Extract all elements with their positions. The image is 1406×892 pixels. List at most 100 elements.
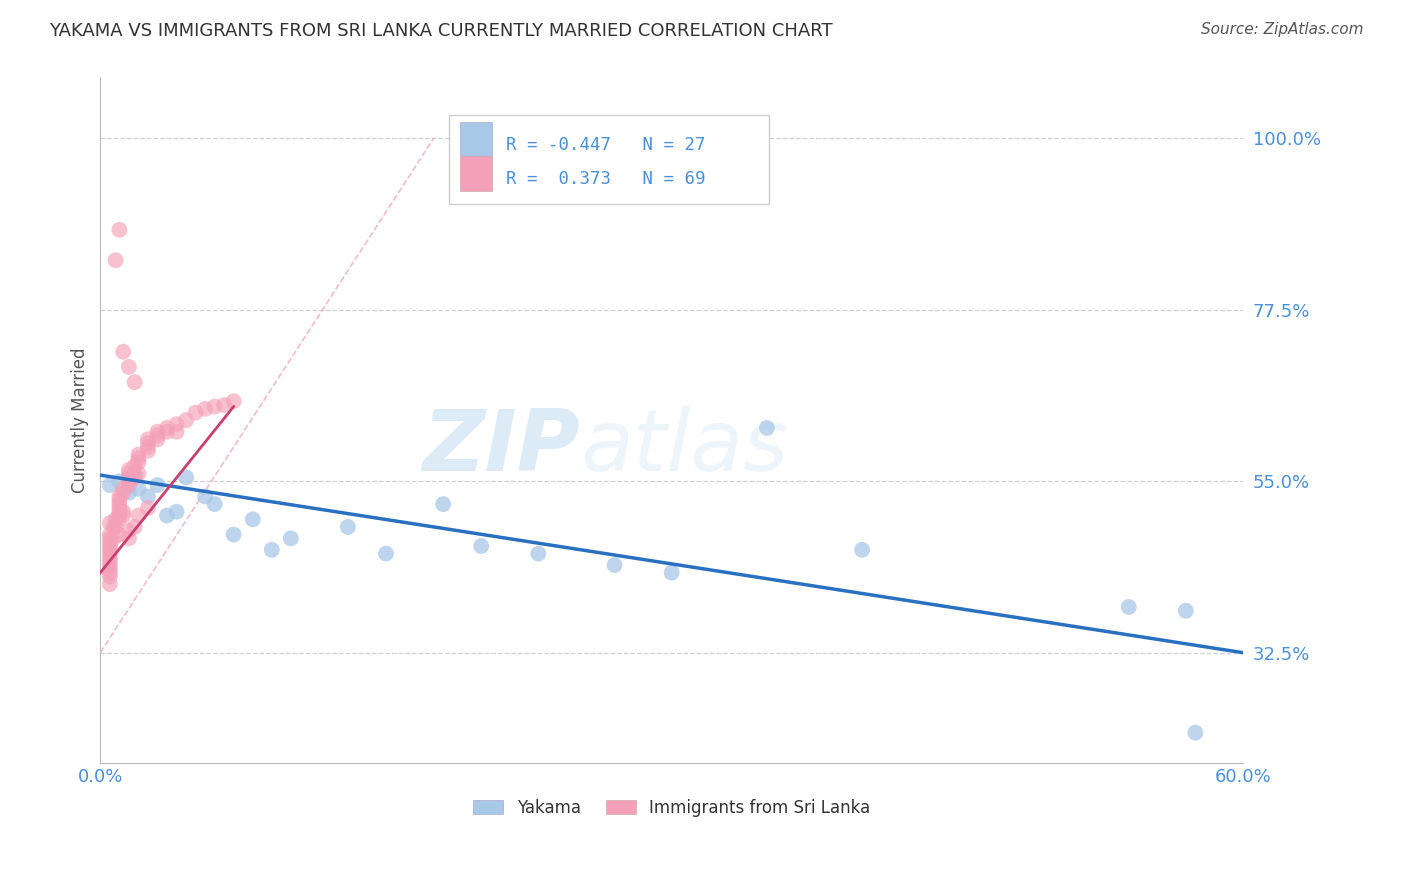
Point <box>136 500 159 515</box>
Point <box>103 520 125 534</box>
Point <box>118 524 141 538</box>
Point <box>108 508 131 523</box>
Point <box>127 482 149 496</box>
Point <box>118 485 141 500</box>
Point <box>118 532 141 546</box>
Point <box>127 448 149 462</box>
Point <box>98 539 121 553</box>
FancyBboxPatch shape <box>449 115 769 204</box>
Point <box>222 394 245 409</box>
FancyBboxPatch shape <box>460 122 492 156</box>
Point <box>112 505 135 519</box>
Point <box>336 520 359 534</box>
Point <box>112 508 135 523</box>
Point <box>260 542 283 557</box>
Point <box>242 512 264 526</box>
Text: atlas: atlas <box>581 406 789 489</box>
Point <box>118 467 141 481</box>
Point <box>98 554 121 568</box>
Point <box>470 539 492 553</box>
Point <box>118 470 141 484</box>
Point <box>184 406 207 420</box>
Point <box>98 478 121 492</box>
Point <box>104 520 127 534</box>
Point <box>118 478 141 492</box>
Point <box>108 475 131 489</box>
Point <box>136 440 159 454</box>
Point <box>124 520 146 534</box>
Point <box>851 542 873 557</box>
Point <box>98 566 121 580</box>
Point <box>108 493 131 508</box>
Point <box>98 535 121 549</box>
Point <box>375 547 398 561</box>
Point <box>136 436 159 450</box>
Point <box>108 223 131 237</box>
Y-axis label: Currently Married: Currently Married <box>72 348 89 493</box>
Point <box>112 485 135 500</box>
Point <box>124 458 146 473</box>
Point <box>204 497 226 511</box>
Point <box>108 497 131 511</box>
Point <box>755 421 778 435</box>
Point <box>127 455 149 469</box>
Point <box>1118 599 1140 614</box>
Point <box>104 512 127 526</box>
Point <box>174 413 197 427</box>
Point <box>98 532 121 546</box>
Point <box>156 508 179 523</box>
Point <box>174 470 197 484</box>
Legend: Yakama, Immigrants from Sri Lanka: Yakama, Immigrants from Sri Lanka <box>467 792 877 823</box>
Point <box>98 562 121 576</box>
Point <box>98 542 121 557</box>
Point <box>108 490 131 504</box>
Point <box>103 532 125 546</box>
Point <box>222 527 245 541</box>
Text: R = -0.447   N = 27: R = -0.447 N = 27 <box>506 136 706 153</box>
Point <box>98 527 121 541</box>
Text: YAKAMA VS IMMIGRANTS FROM SRI LANKA CURRENTLY MARRIED CORRELATION CHART: YAKAMA VS IMMIGRANTS FROM SRI LANKA CURR… <box>49 22 832 40</box>
Point <box>112 482 135 496</box>
Text: ZIP: ZIP <box>423 406 581 489</box>
Point <box>124 375 146 389</box>
Point <box>108 512 131 526</box>
Point <box>156 425 179 439</box>
Point <box>98 558 121 572</box>
Point <box>146 425 169 439</box>
Point <box>194 490 217 504</box>
Point <box>146 428 169 442</box>
Point <box>527 547 550 561</box>
Point <box>98 550 121 565</box>
Point <box>661 566 683 580</box>
FancyBboxPatch shape <box>460 156 492 191</box>
Point <box>112 344 135 359</box>
Point <box>108 527 131 541</box>
Point <box>194 401 217 416</box>
Point <box>98 516 121 530</box>
Point <box>146 433 169 447</box>
Point <box>136 433 159 447</box>
Point <box>166 417 188 431</box>
Point <box>166 505 188 519</box>
Text: R =  0.373   N = 69: R = 0.373 N = 69 <box>506 169 706 188</box>
Point <box>118 463 141 477</box>
Point <box>108 505 131 519</box>
Point <box>108 500 131 515</box>
Point <box>166 425 188 439</box>
Point <box>432 497 454 511</box>
Point <box>136 443 159 458</box>
Point <box>156 421 179 435</box>
Point <box>127 467 149 481</box>
Point <box>146 478 169 492</box>
Point <box>104 253 127 268</box>
Text: Source: ZipAtlas.com: Source: ZipAtlas.com <box>1201 22 1364 37</box>
Point <box>98 577 121 591</box>
Point <box>127 508 149 523</box>
Point <box>136 490 159 504</box>
Point <box>118 359 141 374</box>
Point <box>118 475 141 489</box>
Point <box>603 558 626 572</box>
Point <box>1174 604 1197 618</box>
Point <box>98 547 121 561</box>
Point <box>212 398 235 412</box>
